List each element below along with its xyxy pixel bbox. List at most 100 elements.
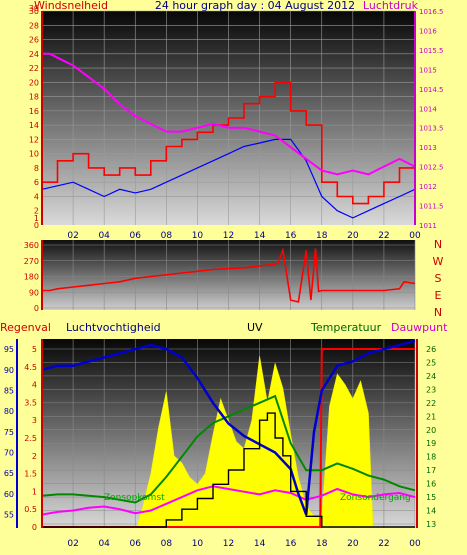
pressure-tick-label: 1016.5: [419, 8, 444, 16]
temperature-series: [41, 394, 416, 504]
wind-tick-label: 28: [29, 21, 39, 30]
direction-tick-label: 90: [29, 288, 39, 297]
temperature-tick-label: 15: [426, 493, 436, 502]
humidity-tick-label: 75: [4, 428, 14, 437]
sunrise-label: Zonsopkomst: [104, 493, 165, 503]
pressure-tick-label: 1015.5: [419, 47, 444, 55]
rain-tick-label: 1.5: [24, 470, 37, 479]
temperature-tick-label: 22: [426, 399, 436, 408]
hour-tick-label: 04: [98, 539, 110, 549]
rain-tick-label: 3: [32, 416, 37, 425]
temperature-tick-label: 26: [426, 345, 436, 354]
temperature-tick-label: 21: [426, 412, 436, 421]
humidity-tick-label: 80: [4, 407, 14, 416]
direction-tick-label: 360: [24, 241, 39, 250]
hour-tick-label: 16: [285, 231, 297, 241]
wind-tick-label: 0: [34, 221, 39, 230]
hour-tick-label: 16: [285, 539, 297, 549]
rain-tick-label: 4: [32, 381, 37, 390]
sunset-label: Zonsondergang: [340, 493, 411, 503]
wind-tick-label: 2: [34, 207, 39, 216]
pressure-tick-label: 1012: [419, 183, 437, 191]
hour-tick-label: 08: [161, 231, 173, 241]
direction-tick-label: 0: [34, 304, 39, 313]
dewpoint-label: Dauwpunt: [391, 321, 448, 334]
humidity-series: [41, 339, 416, 516]
hour-tick-label: 12: [223, 539, 234, 549]
compass-label: N: [434, 238, 442, 251]
wind-tick-label: 12: [29, 135, 39, 144]
hour-tick-label: 12: [223, 231, 234, 241]
pressure-tick-label: 1015: [419, 66, 437, 74]
hour-tick-label: 22: [378, 231, 389, 241]
humidity-tick-label: 70: [4, 449, 14, 458]
uv-series: [42, 412, 415, 528]
temperature-tick-label: 17: [426, 466, 436, 475]
hour-tick-label: 18: [316, 231, 328, 241]
humidity-label: Luchtvochtigheid: [66, 321, 161, 334]
wind-tick-label: 24: [29, 50, 39, 59]
wind-tick-label: 22: [29, 64, 39, 73]
uv-label: UV: [247, 321, 263, 334]
hour-tick-label: 18: [316, 539, 328, 549]
rain-label: Regenval: [0, 321, 51, 334]
compass-label: E: [435, 289, 442, 302]
direction-tick-label: 270: [24, 257, 39, 266]
rain-tick-label: 2.5: [24, 434, 37, 443]
rain-tick-label: 5: [32, 345, 37, 354]
hour-tick-label: 06: [130, 231, 142, 241]
direction-tick-label: 180: [24, 273, 39, 282]
temperature-tick-label: 20: [426, 426, 436, 435]
pressure-tick-label: 1012.5: [419, 164, 444, 172]
compass-label: W: [433, 255, 444, 268]
wind-tick-label: 26: [29, 36, 39, 45]
pressure-tick-label: 1013: [419, 144, 437, 152]
hour-tick-label: 08: [161, 539, 173, 549]
solar-area: [42, 356, 415, 528]
hour-tick-label: 10: [192, 539, 204, 549]
compass-label: N: [434, 306, 442, 319]
hour-tick-label: 04: [98, 231, 110, 241]
hour-tick-label: 20: [347, 231, 359, 241]
direction-series: [42, 247, 416, 303]
wind-tick-label: 6: [34, 178, 39, 187]
wind-tick-label: 4: [34, 192, 39, 201]
hour-tick-label: 20: [347, 539, 359, 549]
temperature-tick-label: 16: [426, 480, 436, 489]
humidity-tick-label: 85: [4, 387, 14, 396]
rain-tick-label: 3.5: [24, 398, 37, 407]
temperature-tick-label: 14: [426, 507, 436, 516]
hour-tick-label: 02: [67, 539, 78, 549]
humidity-tick-label: 55: [4, 511, 14, 520]
rain-tick-label: 4.5: [24, 363, 37, 372]
hour-tick-label: 00: [409, 539, 421, 549]
pressure-tick-label: 1016: [419, 27, 437, 35]
hour-tick-label: 14: [254, 231, 266, 241]
pressure-tick-label: 1014: [419, 105, 437, 113]
hour-tick-label: 22: [378, 539, 389, 549]
temperature-tick-label: 24: [426, 372, 436, 381]
rain-tick-label: 1: [32, 487, 37, 496]
hour-tick-label: 02: [67, 231, 78, 241]
humidity-tick-label: 90: [4, 366, 14, 375]
humidity-tick-label: 60: [4, 490, 14, 499]
hour-tick-label: 06: [130, 539, 142, 549]
wind-tick-label: 8: [34, 164, 39, 173]
wind-tick-label: 16: [29, 107, 39, 116]
wind-speed-top-tick: 30: [29, 4, 39, 13]
humidity-tick-label: 65: [4, 469, 14, 478]
pressure-label: Luchtdruk: [363, 0, 419, 12]
temperature-tick-label: 18: [426, 453, 436, 462]
wind-tick-label: 10: [29, 150, 39, 159]
wind-tick-label: 14: [29, 121, 39, 130]
rain-tick-label: 0: [32, 523, 37, 532]
wind-tick-label: 18: [29, 93, 39, 102]
gust-series: [42, 81, 416, 205]
temperature-label: Temperatuur: [310, 321, 382, 334]
humidity-tick-label: 95: [4, 345, 14, 354]
dewpoint-series: [41, 485, 416, 516]
pressure-tick-label: 1013.5: [419, 125, 444, 133]
hour-tick-label: 10: [192, 231, 204, 241]
temperature-tick-label: 19: [426, 439, 436, 448]
